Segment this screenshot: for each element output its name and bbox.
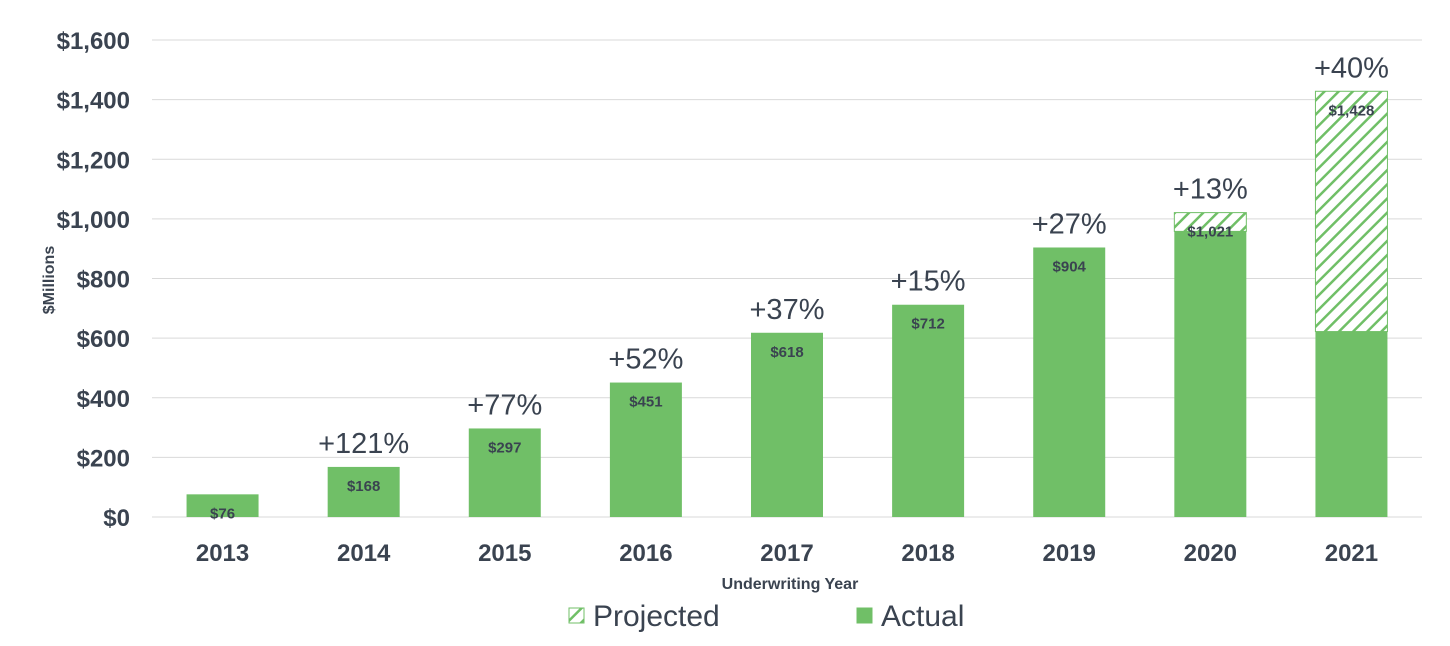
- bar-projected-2020: [1173, 212, 1247, 232]
- data-labels: $76 $168 +121% $297 +77% $451 +52% $618 +37% $712…: [210, 52, 1389, 522]
- y-tick-label: $600: [77, 326, 130, 353]
- y-tick-label: $200: [77, 445, 130, 472]
- legend-label-hatched: Projected: [593, 600, 720, 633]
- growth-label-2021: +40%: [1314, 52, 1389, 84]
- y-tick-label: $400: [77, 386, 130, 413]
- x-tick-label-2013: 2013: [196, 540, 249, 567]
- x-axis-title: Underwriting Year: [722, 576, 859, 593]
- value-label-2017: $618: [770, 344, 803, 361]
- y-tick-label: $1,600: [57, 28, 130, 55]
- legend-swatch-hatched: [568, 607, 585, 624]
- x-tick-label-2019: 2019: [1043, 540, 1096, 567]
- growth-label-2018: +15%: [891, 266, 966, 298]
- legend-label-solid: Actual: [881, 600, 964, 633]
- growth-label-2015: +77%: [467, 389, 542, 421]
- value-label-2020: $1,021: [1187, 224, 1233, 241]
- x-tick-label-2017: 2017: [760, 540, 813, 567]
- bar-actual-2021: [1315, 331, 1388, 517]
- bar-actual-2017: [751, 332, 823, 517]
- x-tick-label-2018: 2018: [901, 540, 954, 567]
- gridlines: [152, 39, 1422, 518]
- bar-actual-2016: [609, 382, 682, 517]
- value-label-2014: $168: [347, 478, 380, 495]
- legend: Projected Actual: [568, 600, 964, 633]
- growth-label-2016: +52%: [608, 344, 683, 376]
- value-label-2019: $904: [1053, 258, 1087, 275]
- bars: [186, 90, 1388, 518]
- y-axis-ticks: $0 $200 $400 $600 $800 $1,000 $1,200 $1,400 $1,6…: [57, 28, 130, 532]
- y-tick-label: $800: [77, 267, 130, 294]
- growth-label-2020: +13%: [1173, 174, 1248, 206]
- value-label-2015: $297: [488, 439, 521, 456]
- growth-label-2014: +121%: [318, 428, 409, 460]
- x-tick-label-2014: 2014: [337, 540, 391, 567]
- y-axis-title: $Millions: [41, 246, 58, 315]
- y-tick-label: $1,400: [57, 88, 130, 115]
- bar-actual-2014: [327, 466, 400, 517]
- growth-label-2017: +37%: [750, 294, 825, 326]
- legend-swatch-solid: [856, 607, 873, 624]
- x-tick-label-2016: 2016: [619, 540, 672, 567]
- y-tick-label: $0: [103, 505, 130, 532]
- y-tick-label: $1,000: [57, 207, 130, 234]
- bar-actual-2019: [1033, 247, 1106, 517]
- bar-actual-2018: [892, 304, 965, 517]
- bar-actual-2015: [468, 428, 541, 517]
- x-tick-label-2021: 2021: [1325, 540, 1378, 567]
- growth-label-2019: +27%: [1032, 208, 1107, 240]
- y-tick-label: $1,200: [57, 147, 130, 174]
- x-axis-ticks: 2013 2014 2015 2016 2017 2018 2019 2020 2021: [196, 540, 1378, 567]
- bar-projected-2021: [1314, 90, 1388, 333]
- x-tick-label-2020: 2020: [1184, 540, 1237, 567]
- value-label-2016: $451: [629, 394, 662, 411]
- bar-actual-2013: [186, 494, 259, 517]
- x-tick-label-2015: 2015: [478, 540, 531, 567]
- value-label-2013: $76: [210, 505, 235, 522]
- bar-actual-2020: [1174, 231, 1247, 518]
- value-label-2021: $1,428: [1328, 102, 1374, 119]
- value-label-2018: $712: [911, 316, 944, 333]
